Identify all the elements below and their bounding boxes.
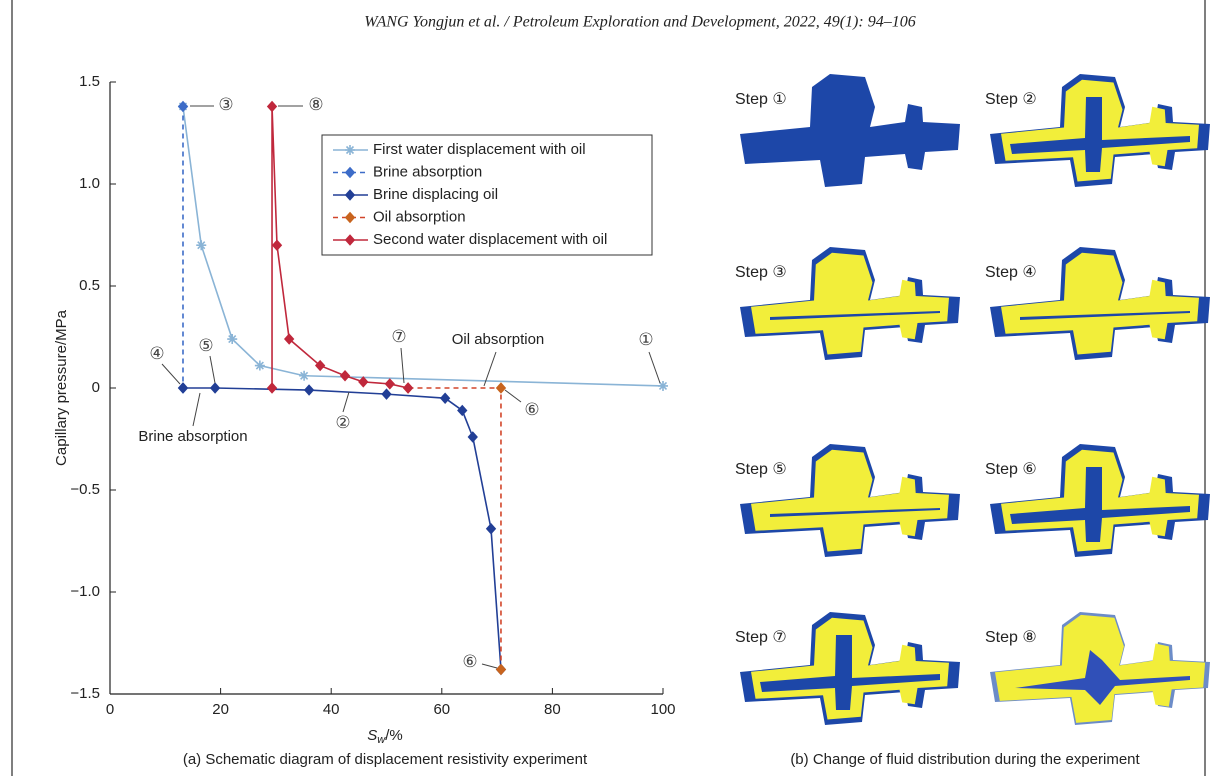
x-label-symbol: S [367,727,377,744]
point-marker [359,377,368,387]
point-marker [196,240,206,250]
point-marker [299,371,309,381]
annotation-leader [649,352,660,383]
legend-marker [345,145,355,155]
annotation-leader [210,356,215,383]
annotation: ⑥ [462,652,477,672]
y-tick-label: −1.0 [70,583,100,600]
step-label: Step ④ [985,264,1037,281]
annotation: ② [335,413,350,433]
step-label: Step ③ [735,264,787,281]
annotation: ⑧ [308,95,323,115]
annotation: ⑤ [198,336,213,356]
figure: WANG Yongjun et al. / Petroleum Explorat… [0,0,1212,776]
annotation: ③ [218,95,233,115]
legend-label: First water displacement with oil [373,141,586,158]
point-marker [268,383,277,393]
annotation: ⑦ [391,327,406,347]
annotation: ① [638,330,653,350]
point-marker [404,383,413,393]
annotation-leader [482,664,497,668]
annotation: Brine absorption [138,428,247,445]
y-tick-label: −0.5 [70,481,100,498]
annotation-leader [193,393,200,426]
point-marker [255,361,265,371]
x-tick-label: 100 [650,701,675,718]
x-tick-label: 80 [544,701,561,718]
y-tick-label: 1.5 [79,73,100,90]
x-tick-label: 40 [323,701,340,718]
x-tick-label: 60 [433,701,450,718]
y-tick-label: 0 [92,379,100,396]
point-marker [487,524,496,534]
x-axis-label: Sw/% [367,727,402,746]
annotation-leader [505,390,521,402]
point-marker [496,665,505,675]
caption-b: (b) Change of fluid distribution during … [790,751,1140,768]
legend-label: Second water displacement with oil [373,231,607,248]
point-marker [496,383,505,393]
annotation-leader [343,392,349,412]
point-marker [211,383,220,393]
point-marker [227,334,237,344]
step-label: Step ① [735,91,787,108]
y-tick-label: 1.0 [79,175,100,192]
step-label: Step ⑧ [985,629,1037,646]
y-tick-label: 0.5 [79,277,100,294]
y-tick-label: −1.5 [70,685,100,702]
point-marker [268,101,277,111]
point-marker [341,371,350,381]
point-marker [468,432,477,442]
step-label: Step ⑦ [735,629,787,646]
step-label: Step ⑥ [985,461,1037,478]
x-tick-label: 0 [106,701,114,718]
citation: WANG Yongjun et al. / Petroleum Explorat… [364,14,915,31]
y-axis-label: Capillary pressure/MPa [53,309,70,466]
point-marker [273,240,282,250]
point-marker [458,405,467,415]
annotation: Oil absorption [452,331,545,348]
point-marker [305,385,314,395]
annotation-leader [162,364,180,384]
caption-a: (a) Schematic diagram of displacement re… [183,751,588,768]
annotation: ④ [149,344,164,364]
annotation: ⑥ [524,400,539,420]
x-label-unit: /% [385,727,403,744]
point-marker [441,393,450,403]
step-label: Step ② [985,91,1037,108]
legend-label: Brine absorption [373,163,482,180]
legend-label: Oil absorption [373,208,466,225]
legend-label: Brine displacing oil [373,186,498,203]
step-label: Step ⑤ [735,461,787,478]
point-marker [382,389,391,399]
point-marker [385,379,394,389]
point-marker [178,383,187,393]
x-tick-label: 20 [212,701,229,718]
